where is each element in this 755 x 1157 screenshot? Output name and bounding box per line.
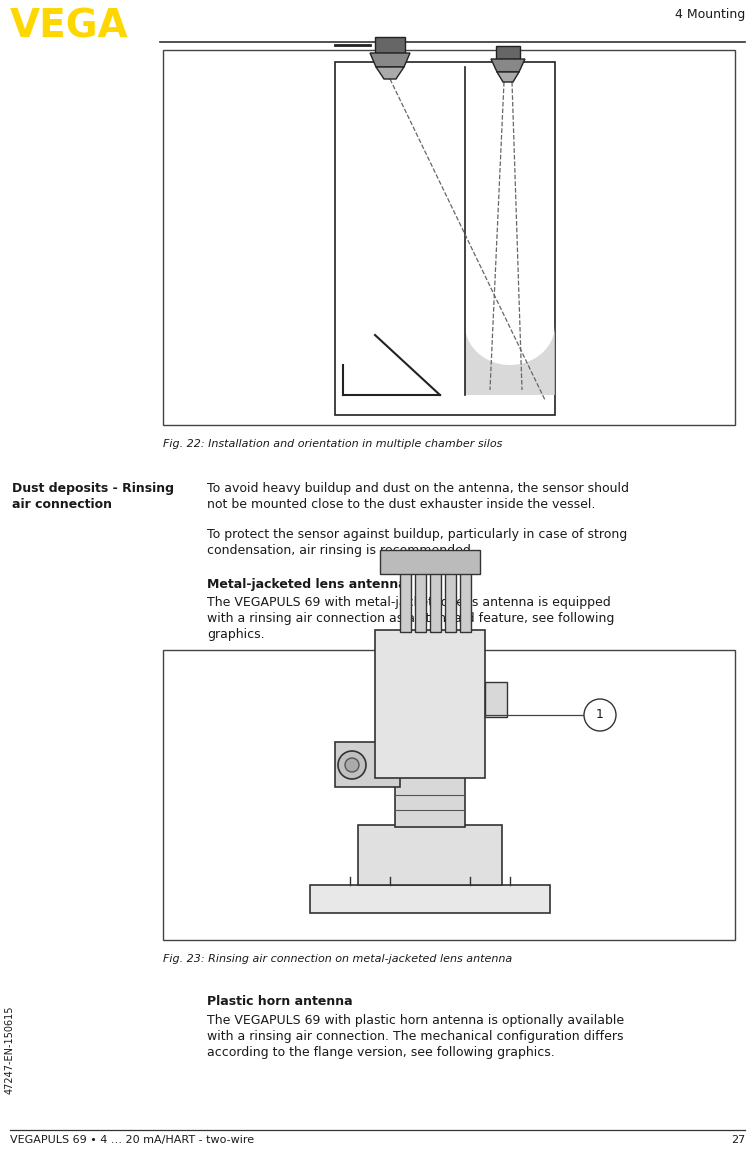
Text: The VEGAPULS 69 with plastic horn antenna is optionally available: The VEGAPULS 69 with plastic horn antenn… (207, 1014, 624, 1027)
Text: Fig. 22: Installation and orientation in multiple chamber silos: Fig. 22: Installation and orientation in… (163, 439, 502, 449)
Bar (460, 572, 471, 632)
Bar (485, 681, 507, 717)
Bar (430, 572, 441, 632)
Text: 1: 1 (596, 708, 604, 722)
Bar (335, 742, 400, 787)
Text: The VEGAPULS 69 with metal-jacketed lens antenna is equipped: The VEGAPULS 69 with metal-jacketed lens… (207, 596, 611, 609)
Bar (163, 50, 735, 425)
Text: VEGAPULS 69 • 4 … 20 mA/HART - two-wire: VEGAPULS 69 • 4 … 20 mA/HART - two-wire (10, 1135, 254, 1145)
Polygon shape (376, 67, 404, 79)
Bar (400, 572, 411, 632)
Text: 47247-EN-150615: 47247-EN-150615 (5, 1005, 15, 1095)
Text: Dust deposits - Rinsing: Dust deposits - Rinsing (12, 482, 174, 495)
Text: graphics.: graphics. (207, 628, 264, 641)
Bar (445, 572, 456, 632)
Bar (375, 631, 485, 778)
Polygon shape (370, 53, 410, 67)
Text: with a rinsing air connection. The mechanical configuration differs: with a rinsing air connection. The mecha… (207, 1030, 624, 1042)
Bar (496, 46, 520, 59)
Circle shape (338, 751, 366, 779)
Text: VEGA: VEGA (10, 8, 129, 46)
Text: Plastic horn antenna: Plastic horn antenna (207, 995, 353, 1008)
Bar (335, 62, 555, 415)
Text: 4 Mounting: 4 Mounting (675, 8, 745, 21)
Text: Metal-jacketed lens antenna: Metal-jacketed lens antenna (207, 578, 407, 591)
Text: not be mounted close to the dust exhauster inside the vessel.: not be mounted close to the dust exhaust… (207, 498, 596, 511)
Polygon shape (465, 325, 555, 395)
Bar (395, 775, 465, 827)
Text: condensation, air rinsing is recommended.: condensation, air rinsing is recommended… (207, 544, 475, 557)
Bar (380, 550, 480, 574)
Bar (358, 825, 502, 885)
Text: To protect the sensor against buildup, particularly in case of strong: To protect the sensor against buildup, p… (207, 528, 627, 541)
Circle shape (345, 758, 359, 772)
Bar (375, 37, 405, 53)
Bar (163, 650, 735, 939)
Circle shape (584, 699, 616, 731)
Text: air connection: air connection (12, 498, 112, 511)
Bar (415, 572, 426, 632)
Text: according to the flange version, see following graphics.: according to the flange version, see fol… (207, 1046, 555, 1059)
Polygon shape (497, 72, 519, 82)
Text: 27: 27 (731, 1135, 745, 1145)
Bar (310, 885, 550, 913)
Text: To avoid heavy buildup and dust on the antenna, the sensor should: To avoid heavy buildup and dust on the a… (207, 482, 629, 495)
Text: Fig. 23: Rinsing air connection on metal-jacketed lens antenna: Fig. 23: Rinsing air connection on metal… (163, 955, 512, 964)
Polygon shape (491, 59, 525, 72)
Text: with a rinsing air connection as a standard feature, see following: with a rinsing air connection as a stand… (207, 612, 615, 625)
